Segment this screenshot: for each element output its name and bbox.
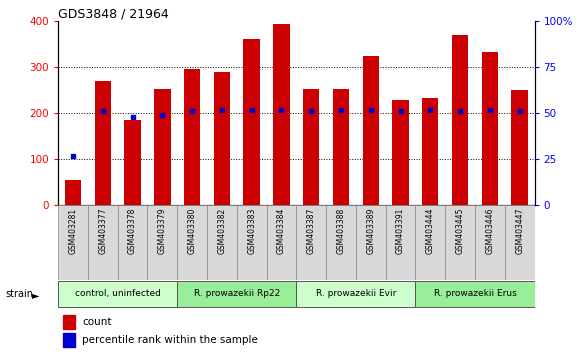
Bar: [124, 120, 141, 205]
Text: GSM403281: GSM403281: [69, 207, 77, 254]
Bar: [475, 205, 505, 280]
Bar: [184, 69, 200, 205]
Bar: [363, 56, 379, 205]
Bar: [88, 205, 117, 280]
Text: GSM403387: GSM403387: [307, 207, 315, 254]
Text: GSM403447: GSM403447: [515, 207, 524, 254]
Bar: [58, 281, 177, 307]
Text: GSM403444: GSM403444: [426, 207, 435, 254]
Bar: [415, 281, 535, 307]
Bar: [237, 205, 267, 280]
Text: GSM403377: GSM403377: [98, 207, 107, 254]
Bar: [207, 205, 237, 280]
Bar: [243, 39, 260, 205]
Text: strain: strain: [6, 289, 34, 299]
Bar: [267, 205, 296, 280]
Bar: [117, 205, 148, 280]
Bar: [303, 89, 320, 205]
Text: GSM403383: GSM403383: [247, 207, 256, 254]
Bar: [214, 72, 230, 205]
Text: GSM403378: GSM403378: [128, 207, 137, 254]
Bar: [154, 89, 170, 205]
Text: percentile rank within the sample: percentile rank within the sample: [82, 335, 258, 345]
Text: R. prowazekii Erus: R. prowazekii Erus: [433, 289, 517, 298]
Text: count: count: [82, 318, 112, 327]
Bar: [65, 180, 81, 205]
Text: GSM403389: GSM403389: [366, 207, 375, 254]
Bar: [177, 281, 296, 307]
Bar: [177, 205, 207, 280]
Text: GSM403388: GSM403388: [336, 207, 346, 254]
Bar: [482, 52, 498, 205]
Bar: [392, 101, 408, 205]
Text: GSM403379: GSM403379: [158, 207, 167, 254]
Text: GSM403384: GSM403384: [277, 207, 286, 254]
Text: control, uninfected: control, uninfected: [75, 289, 160, 298]
Text: GDS3848 / 21964: GDS3848 / 21964: [58, 7, 169, 20]
Text: GSM403445: GSM403445: [456, 207, 465, 254]
Bar: [296, 205, 326, 280]
Bar: [356, 205, 386, 280]
Bar: [296, 281, 415, 307]
Bar: [511, 90, 528, 205]
Bar: [333, 89, 349, 205]
Bar: [505, 205, 535, 280]
Text: GSM403380: GSM403380: [188, 207, 196, 254]
Bar: [386, 205, 415, 280]
Text: GSM403446: GSM403446: [485, 207, 494, 254]
Text: GSM403382: GSM403382: [217, 207, 227, 254]
Bar: [326, 205, 356, 280]
Text: ►: ►: [32, 291, 40, 301]
Text: R. prowazekii Rp22: R. prowazekii Rp22: [193, 289, 280, 298]
Text: R. prowazekii Evir: R. prowazekii Evir: [315, 289, 396, 298]
Bar: [415, 205, 445, 280]
Bar: [452, 35, 468, 205]
Bar: [422, 98, 439, 205]
Bar: [273, 24, 289, 205]
Bar: [63, 333, 75, 347]
Bar: [63, 315, 75, 329]
Bar: [445, 205, 475, 280]
Bar: [58, 205, 88, 280]
Text: GSM403391: GSM403391: [396, 207, 405, 254]
Bar: [148, 205, 177, 280]
Bar: [95, 81, 111, 205]
